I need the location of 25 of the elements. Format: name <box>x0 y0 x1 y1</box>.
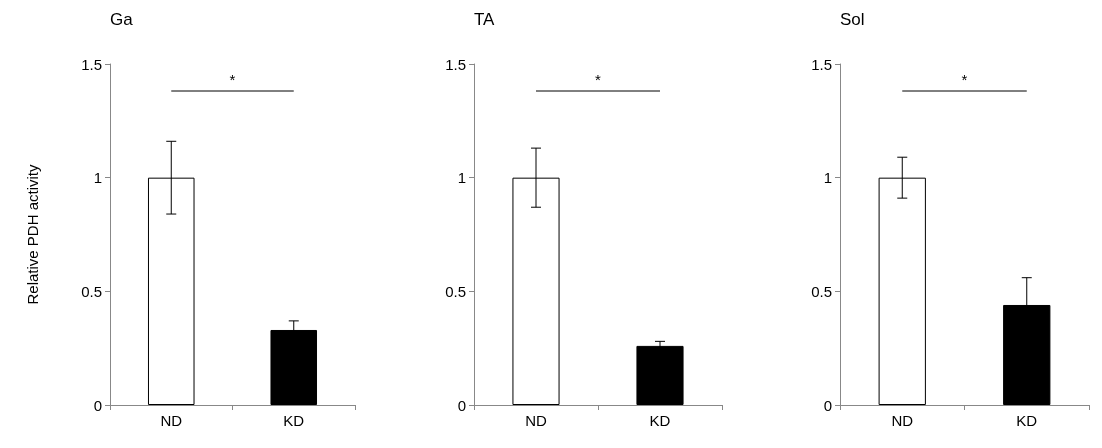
y-tick-label: 1 <box>457 169 466 187</box>
x-tick-label: ND <box>525 412 547 429</box>
y-tick-label: 0.5 <box>445 282 466 300</box>
x-tick-label: KD <box>649 412 671 429</box>
y-tick-label: 0 <box>823 396 832 414</box>
y-tick-label: 0 <box>457 396 466 414</box>
y-tick-label: 1 <box>93 169 102 187</box>
x-tick-label: KD <box>1016 412 1038 429</box>
y-tick-label: 1.5 <box>81 55 102 73</box>
annotation: * <box>595 71 602 88</box>
x-tick-label: KD <box>283 412 305 429</box>
y-tick-label: 1.5 <box>445 55 466 73</box>
y-tick-label: 0 <box>93 396 102 414</box>
y-tick-label: 0.5 <box>81 282 102 300</box>
x-tick-label: ND <box>891 412 914 429</box>
chart-title: Sol <box>840 10 865 29</box>
y-tick-label: 0.5 <box>811 282 832 300</box>
chart-title: TA <box>474 10 496 29</box>
y-tick-label: 1 <box>823 169 832 187</box>
annotation: * <box>229 71 236 88</box>
y-axis-title: Relative PDH activity <box>24 163 41 305</box>
x-tick-label: ND <box>160 412 183 429</box>
annotation: * <box>961 71 968 88</box>
y-tick-label: 1.5 <box>811 55 832 73</box>
chart-title: Ga <box>110 10 134 29</box>
